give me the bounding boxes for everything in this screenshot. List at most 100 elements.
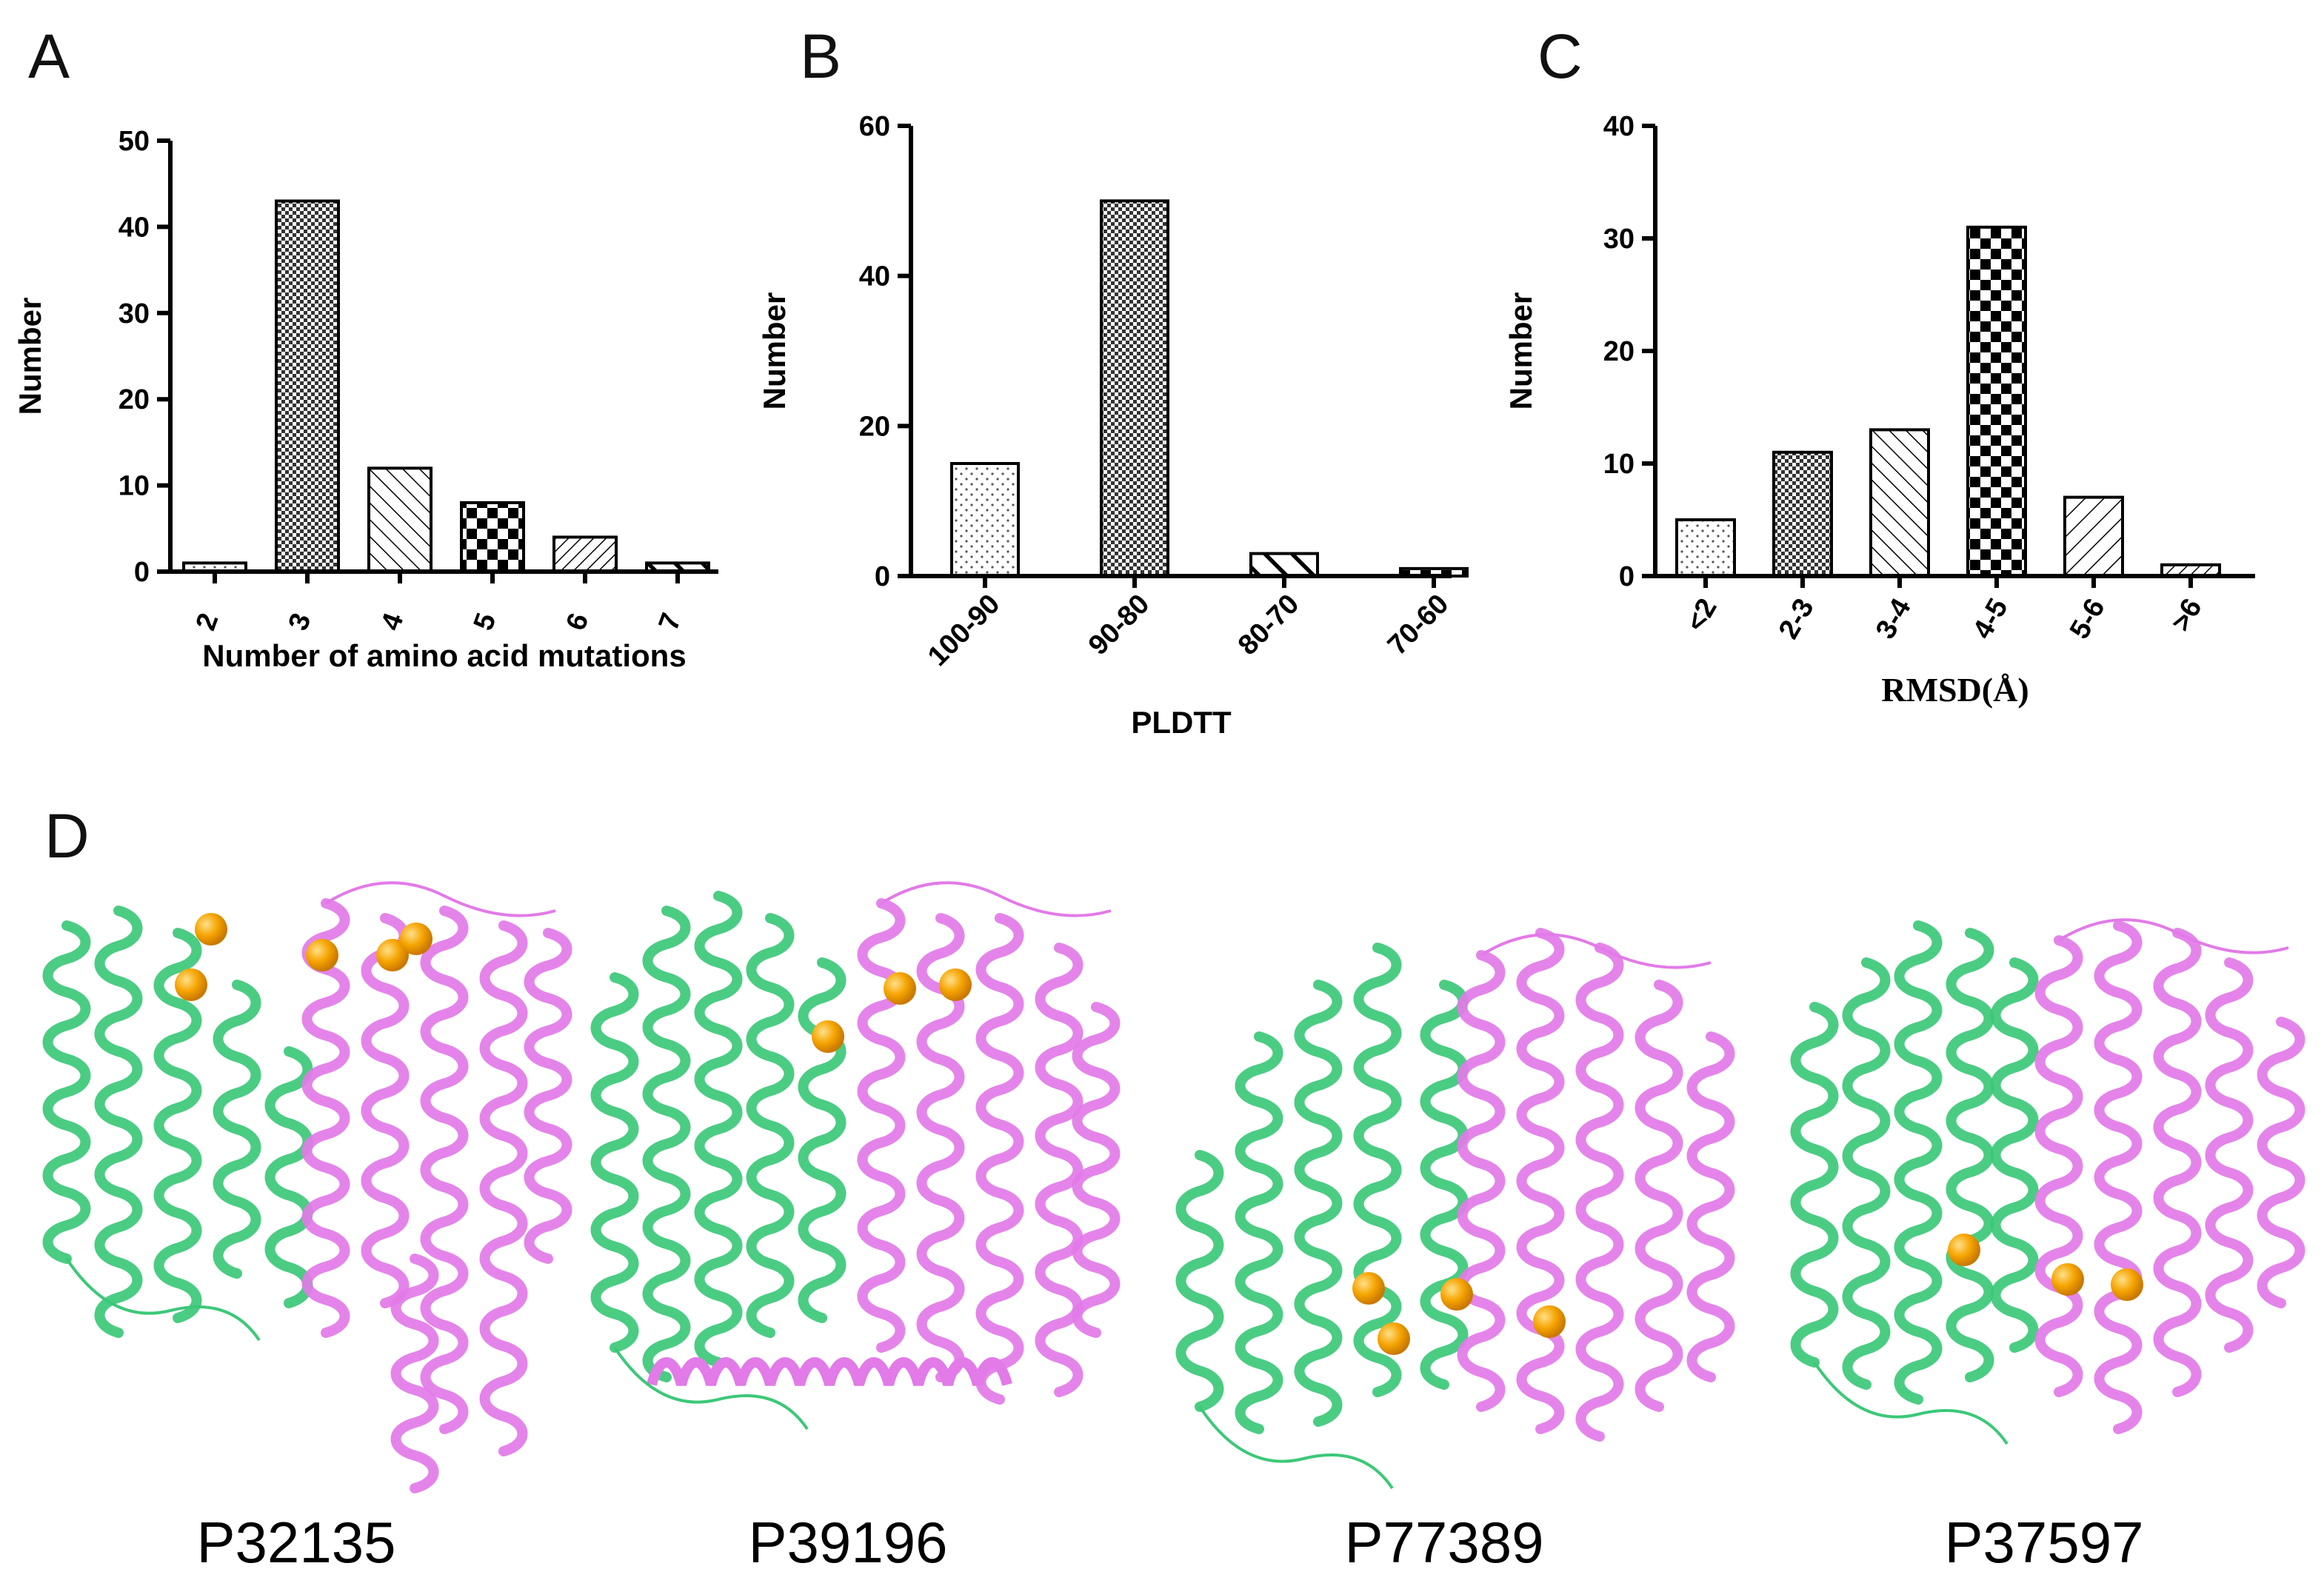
y-tick-label: 0 <box>875 561 890 592</box>
panel-letter-d: D <box>44 801 90 871</box>
mutation-site-sphere <box>1378 1322 1410 1355</box>
x-tick-label: 3-4 <box>1870 594 1917 645</box>
loop-chain-a <box>1813 1361 2009 1445</box>
bar-c-0 <box>1675 518 1736 578</box>
helix-chain-b <box>2257 1017 2305 1308</box>
mutation-site-sphere <box>939 968 972 1001</box>
helix-chain-b <box>420 906 469 1434</box>
x-axis-title: PLDTT <box>1131 705 1232 740</box>
helix-chain-a <box>42 920 91 1264</box>
y-tick-label: 10 <box>118 471 150 502</box>
y-tick-label: 40 <box>859 261 890 292</box>
helix-chain-b <box>361 913 410 1308</box>
x-tick-label: <2 <box>1680 594 1723 638</box>
mutation-site-sphere <box>812 1020 844 1053</box>
x-tick-label: 2-3 <box>1773 594 1820 645</box>
y-tick-label: 50 <box>118 126 150 157</box>
x-tick-label: 90-80 <box>1083 589 1155 661</box>
bar-a-3 <box>460 501 525 574</box>
x-tick-label: 7 <box>653 609 688 635</box>
mutation-site-sphere <box>1533 1305 1566 1338</box>
panel-d-structures: P32135 P39196 P77389 P37597 <box>42 881 2305 1575</box>
y-tick-label: 20 <box>118 384 150 415</box>
loop-chain-b <box>1480 933 1712 969</box>
x-tick-label: 4-5 <box>1967 594 2014 645</box>
helix-chain-b <box>479 920 528 1456</box>
helix-chain-a <box>590 972 639 1353</box>
helix-chain-b <box>1635 980 1683 1412</box>
x-tick-label: 100-90 <box>922 589 1006 672</box>
y-tick-label: 60 <box>859 111 890 142</box>
helix-chain-a <box>1175 1150 1224 1412</box>
y-tick-label: 0 <box>134 557 150 588</box>
helix-chain-a <box>1894 920 1943 1405</box>
y-axis-title: Number <box>13 298 47 415</box>
y-tick-label: 30 <box>118 298 150 329</box>
x-tick-label: 4 <box>375 609 410 635</box>
helix-chain-b <box>1072 1002 1121 1338</box>
bar-b-0 <box>950 462 1020 578</box>
panel-letter-b: B <box>800 21 841 91</box>
helix-chain-a <box>1353 943 1402 1397</box>
helix-chain-a <box>1990 957 2039 1353</box>
helix-chain-b <box>524 928 572 1264</box>
helix-chain-b <box>975 913 1024 1405</box>
panel-letter-a: A <box>28 21 70 91</box>
loop-chain-b <box>2057 918 2289 954</box>
helix-chain-a <box>94 906 143 1338</box>
helix-chain-b <box>647 1357 1012 1386</box>
structure-label: P32135 <box>197 1510 396 1575</box>
bar-c-2 <box>1869 428 1930 578</box>
helix-chain-a <box>1946 928 1994 1382</box>
helix-chain-a <box>213 980 261 1279</box>
x-tick-label: 5-6 <box>2064 594 2111 645</box>
bar-c-1 <box>1772 450 1833 578</box>
helix-chain-b <box>301 898 350 1338</box>
bar-a-4 <box>552 535 618 574</box>
chart-a: 0 10 20 30 40 50 2 3 4 5 6 7 Number Number of amino a… <box>13 126 718 673</box>
helix-chain-b <box>1516 928 1565 1434</box>
y-axis-title: Number <box>757 292 792 410</box>
helix-chain-b <box>1686 1031 1735 1382</box>
helix-chain-a <box>798 957 847 1323</box>
loop-chain-b <box>324 881 556 917</box>
helix-chain-b <box>390 1254 439 1493</box>
x-tick-label: 70-60 <box>1382 589 1455 661</box>
structure-2: P39196 <box>590 881 1121 1575</box>
mutation-site-sphere <box>2111 1268 2143 1301</box>
bar-c-4 <box>2063 495 2124 578</box>
structure-label: P37597 <box>1945 1510 2144 1575</box>
helix-chain-a <box>642 906 691 1382</box>
x-tick-label: 2 <box>190 609 225 635</box>
structure-1: P32135 <box>42 881 572 1575</box>
bar-b-2 <box>1249 552 1319 578</box>
y-tick-label: 20 <box>1603 336 1635 367</box>
helix-chain-a <box>153 928 202 1323</box>
helix-chain-a <box>746 913 795 1338</box>
y-tick-label: 40 <box>118 212 150 243</box>
panel-letter-c: C <box>1537 21 1583 91</box>
helix-chain-b <box>2153 928 2202 1397</box>
structure-4: P37597 <box>1790 918 2305 1575</box>
helix-chain-b <box>1457 950 1506 1412</box>
y-tick-label: 20 <box>859 411 890 442</box>
helix-chain-a <box>1790 1002 1839 1368</box>
helix-chain-b <box>857 898 906 1353</box>
structure-label: P77389 <box>1345 1510 1544 1575</box>
helix-chain-b <box>1575 943 1624 1442</box>
structure-label: P39196 <box>749 1510 948 1575</box>
chart-c: 0 10 20 30 40 <2 2-3 3-4 4-5 5-6 >6 Number RMSD(Å) <box>1503 111 2255 709</box>
structure-3: P77389 <box>1175 928 1735 1575</box>
x-tick-label: 6 <box>561 609 595 635</box>
mutation-site-sphere <box>400 923 433 955</box>
mutation-site-sphere <box>1440 1278 1473 1311</box>
helix-chain-a <box>694 891 743 1368</box>
helix-chain-a <box>1420 980 1469 1390</box>
chart-b: 0 20 40 60 100-90 90-80 80-70 70-60 Number PLDTT <box>757 111 1469 740</box>
y-tick-label: 30 <box>1603 224 1635 255</box>
y-tick-label: 10 <box>1603 449 1635 480</box>
mutation-site-sphere <box>376 939 409 971</box>
helix-chain-a <box>1235 1031 1283 1434</box>
loop-chain-a <box>65 1257 261 1342</box>
